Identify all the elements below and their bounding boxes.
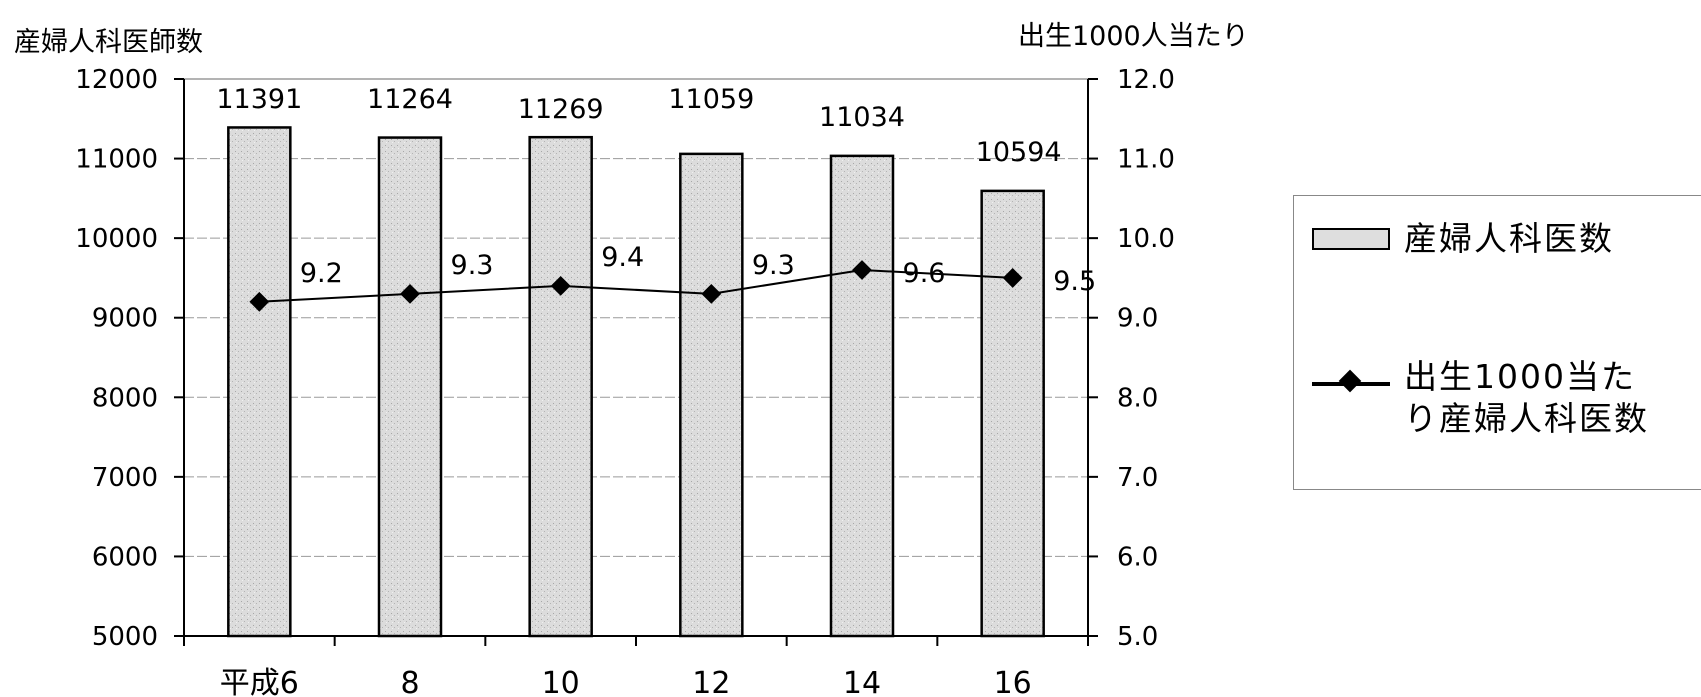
data-point: [249, 291, 270, 312]
line-series: [249, 260, 1023, 312]
legend-label-line: 出生1000当た り産婦人科医数: [1404, 357, 1649, 438]
x-tick-label: 12: [692, 666, 730, 697]
right-axis-title: 出生1000人当たり: [1018, 21, 1249, 52]
left-tick-label: 12000: [75, 65, 158, 95]
bar: [679, 152, 744, 638]
data-point: [852, 260, 872, 280]
data-point: [550, 275, 571, 296]
gridlines: [184, 78, 1088, 637]
bar-value-label: 11034: [819, 102, 905, 133]
left-tick-label: 9000: [92, 304, 158, 334]
x-tick-label: 平成6: [220, 666, 299, 697]
x-tick-label: 10: [542, 666, 580, 697]
x-tick-label: 16: [994, 666, 1032, 697]
line-marker-icon: [1312, 369, 1390, 393]
left-tick-label: 7000: [92, 463, 158, 493]
bar-value-label: 11264: [367, 84, 453, 115]
axes: 12000 11000 10000 9000 8000 7000 6000 5000 12.0 1…: [75, 65, 1175, 697]
right-tick-label: 6.0: [1117, 542, 1158, 572]
plot-area: [183, 78, 1089, 637]
bar-value-label: 11269: [518, 94, 604, 125]
bar-value-label: 11059: [668, 84, 754, 115]
data-labels: 11391 11264 11269 11059 11034 10594 9.2 9.3 9.4 9…: [216, 84, 1096, 297]
bar: [377, 136, 443, 638]
series-line: [259, 268, 1013, 303]
right-tick-label: 7.0: [1117, 463, 1158, 493]
right-tick-label: 11.0: [1117, 145, 1175, 175]
bar-series: [227, 126, 1045, 638]
line-value-label: 9.2: [300, 258, 343, 289]
bar-value-label: 10594: [976, 137, 1062, 168]
left-tick-label: 5000: [92, 622, 158, 652]
x-tick-label: 14: [843, 666, 881, 697]
legend-item-bars: 産婦人科医数: [1312, 218, 1614, 260]
line-value-label: 9.3: [451, 250, 494, 281]
bar: [829, 154, 895, 638]
left-tick-label: 6000: [92, 542, 158, 572]
left-tick-label: 10000: [75, 224, 158, 254]
bar: [980, 189, 1045, 638]
bar-swatch-icon: [1312, 228, 1390, 250]
x-tick-label: 8: [400, 666, 419, 697]
data-point: [1002, 268, 1023, 288]
bar: [227, 126, 292, 638]
line-value-label: 9.3: [752, 250, 795, 281]
left-tick-label: 11000: [75, 145, 158, 175]
line-value-label: 9.4: [601, 242, 644, 273]
right-tick-label: 5.0: [1117, 622, 1158, 652]
data-point: [701, 283, 722, 304]
legend-label-bars: 産婦人科医数: [1404, 219, 1614, 258]
right-tick-label: 12.0: [1117, 65, 1175, 95]
bar-value-label: 11391: [216, 84, 302, 115]
data-point: [400, 283, 420, 304]
legend-item-line: 出生1000当た り産婦人科医数: [1312, 356, 1649, 440]
line-value-label: 9.5: [1053, 266, 1096, 297]
left-tick-label: 8000: [92, 383, 158, 413]
left-axis-title: 産婦人科医師数: [14, 27, 203, 58]
right-tick-label: 10.0: [1117, 224, 1175, 254]
right-tick-label: 9.0: [1117, 304, 1158, 334]
right-tick-label: 8.0: [1117, 383, 1158, 413]
line-value-label: 9.6: [903, 258, 946, 289]
bar: [528, 135, 593, 638]
legend: 産婦人科医数 出生1000当た り産婦人科医数: [1293, 195, 1701, 490]
